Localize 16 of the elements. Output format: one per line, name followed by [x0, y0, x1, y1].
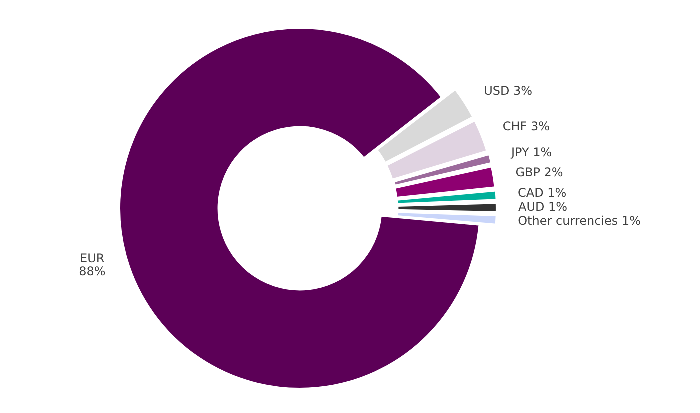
slice-label: Other currencies [518, 214, 618, 228]
slice-label: CHF [502, 119, 528, 134]
data-label: 3% [530, 119, 550, 134]
data-label: 3% [514, 84, 533, 98]
slice-label: EUR [80, 251, 105, 266]
slice-label: JPY [510, 146, 530, 160]
slice-label: CAD [518, 186, 544, 200]
data-label: 88% [79, 264, 106, 278]
data-label: 1% [548, 200, 568, 214]
slice-label: AUD [518, 200, 545, 214]
slice-label: USD [484, 84, 510, 98]
data-label: 1% [533, 146, 552, 160]
data-label: 1% [548, 186, 567, 200]
slice-label: GBP [516, 166, 540, 180]
data-label: 2% [544, 166, 564, 180]
data-label: 1% [622, 214, 642, 228]
